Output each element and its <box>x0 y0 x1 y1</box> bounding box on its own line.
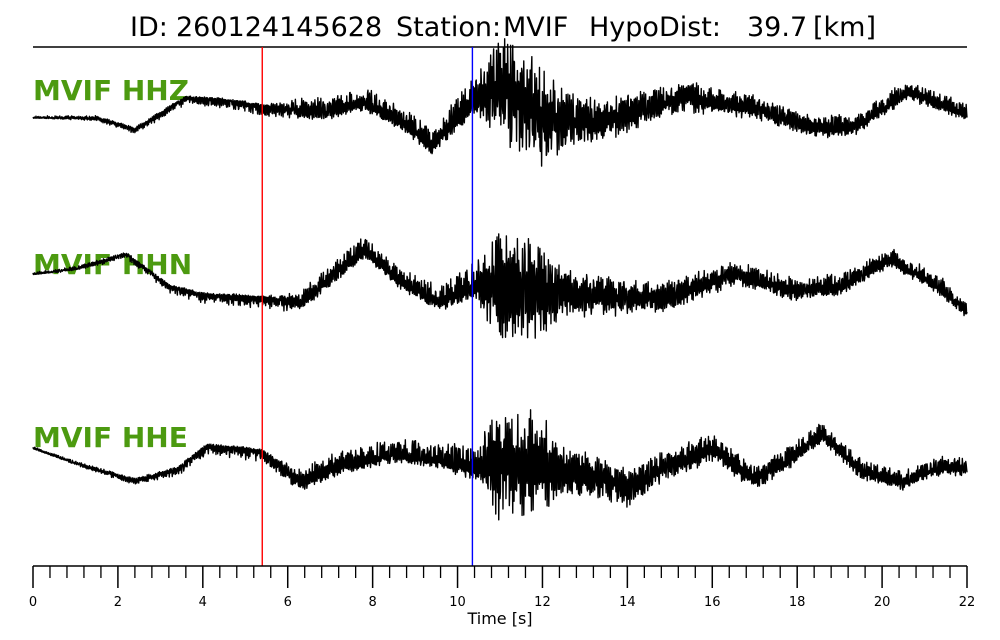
x-tick-label: 6 <box>284 595 292 610</box>
x-tick-label: 16 <box>704 595 721 610</box>
x-tick-label: 0 <box>29 595 37 610</box>
x-tick-label: 20 <box>874 595 891 610</box>
x-tick-label: 4 <box>199 595 207 610</box>
station-label: Station: <box>396 12 501 43</box>
x-tick-label: 8 <box>368 595 376 610</box>
event-id-value: 260124145628 <box>176 12 382 43</box>
x-tick-label: 2 <box>114 595 122 610</box>
plot-header: ID: 260124145628 Station: MVIF HypoDist:… <box>130 12 876 43</box>
picks-group <box>261 47 474 566</box>
hypodist-unit: [km] <box>813 12 876 43</box>
time-axis: 0 2 4 6 8 10 12 14 16 18 20 22 <box>29 565 976 610</box>
x-tick-label: 12 <box>534 595 551 610</box>
traces-group <box>32 38 968 521</box>
event-id-label: ID: <box>130 12 168 43</box>
x-tick-label: 10 <box>449 595 466 610</box>
channel-label-hhe: MVIF HHE <box>33 421 188 454</box>
trace-hhe <box>32 409 968 521</box>
trace-hhn <box>32 233 968 339</box>
hypodist-value: 39.7 <box>747 12 807 43</box>
channel-label-hhn: MVIF HHN <box>33 248 192 281</box>
x-tick-label: 14 <box>619 595 636 610</box>
trace-hhz <box>32 38 968 167</box>
x-axis-label: Time [s] <box>466 609 532 628</box>
hypodist-label: HypoDist: <box>589 12 721 43</box>
x-tick-label: 22 <box>959 595 976 610</box>
channel-label-hhz: MVIF HHZ <box>33 74 189 107</box>
station-value: MVIF <box>503 12 568 43</box>
x-tick-label: 18 <box>789 595 806 610</box>
